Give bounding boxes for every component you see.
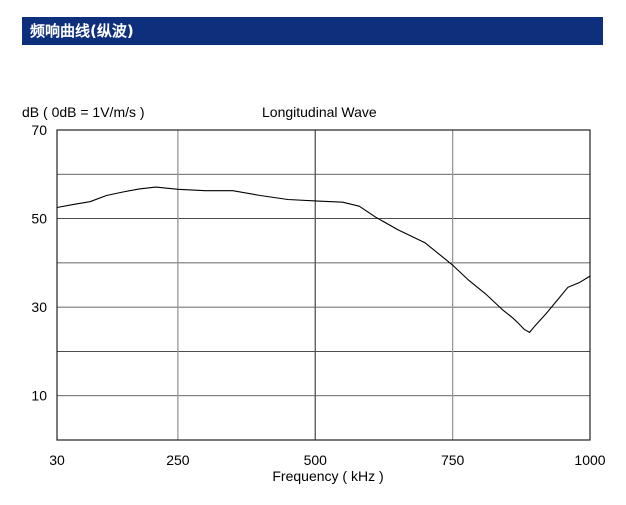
x-tick-label: 750 xyxy=(441,452,465,468)
chart-title: Longitudinal Wave xyxy=(262,104,377,120)
x-axis-label: Frequency ( kHz ) xyxy=(272,468,383,484)
x-tick-label: 500 xyxy=(304,452,328,468)
y-axis-label: dB ( 0dB = 1V/m/s ) xyxy=(22,104,145,120)
section-title: 频响曲线(纵波) xyxy=(30,22,134,40)
y-tick-label: 70 xyxy=(31,122,47,138)
plot-frame xyxy=(56,129,591,441)
y-tick-label: 50 xyxy=(31,211,47,227)
x-tick-label: 1000 xyxy=(574,452,605,468)
x-tick-label: 30 xyxy=(49,452,65,468)
series-line xyxy=(56,186,591,333)
section-header: 频响曲线(纵波) xyxy=(22,17,603,45)
y-tick-label: 10 xyxy=(31,388,47,404)
x-tick-label: 250 xyxy=(166,452,190,468)
y-tick-label: 30 xyxy=(31,299,47,315)
